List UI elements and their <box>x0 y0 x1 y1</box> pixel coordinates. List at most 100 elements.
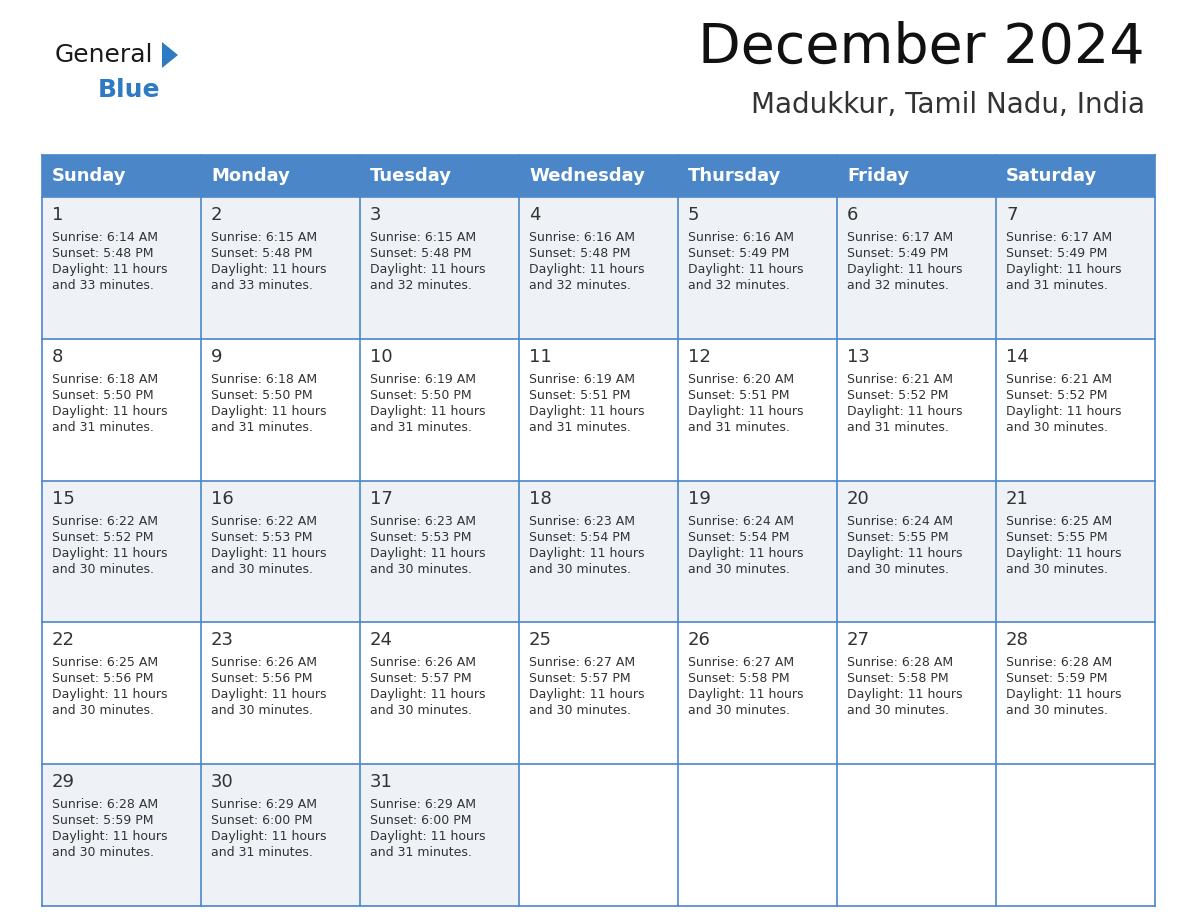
Text: Sunset: 5:58 PM: Sunset: 5:58 PM <box>688 672 790 686</box>
Bar <box>360 197 519 339</box>
Text: and 30 minutes.: and 30 minutes. <box>1006 563 1108 576</box>
Text: and 30 minutes.: and 30 minutes. <box>369 563 472 576</box>
Text: Daylight: 11 hours: Daylight: 11 hours <box>1006 263 1121 276</box>
Text: Daylight: 11 hours: Daylight: 11 hours <box>369 263 486 276</box>
Text: Sunset: 5:55 PM: Sunset: 5:55 PM <box>1006 531 1107 543</box>
Text: Sunset: 5:53 PM: Sunset: 5:53 PM <box>369 531 472 543</box>
Text: Friday: Friday <box>847 167 909 185</box>
Text: Daylight: 11 hours: Daylight: 11 hours <box>847 546 962 560</box>
Bar <box>838 155 996 197</box>
Text: 14: 14 <box>1006 348 1029 365</box>
Text: Daylight: 11 hours: Daylight: 11 hours <box>52 263 168 276</box>
Text: 16: 16 <box>211 489 234 508</box>
Text: and 33 minutes.: and 33 minutes. <box>211 279 312 292</box>
Text: 19: 19 <box>688 489 710 508</box>
Text: 26: 26 <box>688 632 710 649</box>
Text: Daylight: 11 hours: Daylight: 11 hours <box>52 546 168 560</box>
Text: Daylight: 11 hours: Daylight: 11 hours <box>52 830 168 844</box>
Text: Daylight: 11 hours: Daylight: 11 hours <box>52 688 168 701</box>
Text: and 30 minutes.: and 30 minutes. <box>52 846 154 859</box>
Text: Daylight: 11 hours: Daylight: 11 hours <box>52 405 168 418</box>
Text: 20: 20 <box>847 489 870 508</box>
Bar <box>838 481 996 622</box>
Text: 30: 30 <box>211 773 234 791</box>
Text: and 33 minutes.: and 33 minutes. <box>52 279 154 292</box>
Bar <box>678 481 838 622</box>
Text: Sunrise: 6:22 AM: Sunrise: 6:22 AM <box>52 515 158 528</box>
Text: and 32 minutes.: and 32 minutes. <box>688 279 790 292</box>
Text: 21: 21 <box>1006 489 1029 508</box>
Bar <box>519 481 678 622</box>
Text: Sunset: 5:49 PM: Sunset: 5:49 PM <box>847 247 948 260</box>
Text: 3: 3 <box>369 206 381 224</box>
Text: Sunrise: 6:29 AM: Sunrise: 6:29 AM <box>211 798 317 812</box>
Text: 28: 28 <box>1006 632 1029 649</box>
Text: Sunset: 5:56 PM: Sunset: 5:56 PM <box>211 672 312 686</box>
Text: Daylight: 11 hours: Daylight: 11 hours <box>688 405 803 418</box>
Text: Sunset: 5:52 PM: Sunset: 5:52 PM <box>52 531 153 543</box>
Text: Sunrise: 6:21 AM: Sunrise: 6:21 AM <box>847 373 953 386</box>
Text: Sunset: 5:54 PM: Sunset: 5:54 PM <box>688 531 790 543</box>
Text: Sunset: 5:55 PM: Sunset: 5:55 PM <box>847 531 949 543</box>
Text: and 30 minutes.: and 30 minutes. <box>847 704 949 717</box>
Text: Sunrise: 6:22 AM: Sunrise: 6:22 AM <box>211 515 317 528</box>
Polygon shape <box>162 42 178 68</box>
Text: Sunrise: 6:25 AM: Sunrise: 6:25 AM <box>1006 515 1112 528</box>
Text: Sunset: 5:50 PM: Sunset: 5:50 PM <box>369 389 472 402</box>
Bar <box>678 155 838 197</box>
Text: Daylight: 11 hours: Daylight: 11 hours <box>529 546 645 560</box>
Text: Daylight: 11 hours: Daylight: 11 hours <box>211 546 327 560</box>
Text: and 30 minutes.: and 30 minutes. <box>529 563 631 576</box>
Text: Sunrise: 6:29 AM: Sunrise: 6:29 AM <box>369 798 476 812</box>
Bar <box>201 155 360 197</box>
Text: Sunset: 5:49 PM: Sunset: 5:49 PM <box>688 247 789 260</box>
Text: and 31 minutes.: and 31 minutes. <box>369 846 472 859</box>
Text: and 31 minutes.: and 31 minutes. <box>847 420 949 434</box>
Text: 13: 13 <box>847 348 870 365</box>
Text: 22: 22 <box>52 632 75 649</box>
Text: 1: 1 <box>52 206 63 224</box>
Text: 25: 25 <box>529 632 552 649</box>
Text: Daylight: 11 hours: Daylight: 11 hours <box>211 830 327 844</box>
Bar <box>360 339 519 481</box>
Text: Sunset: 5:53 PM: Sunset: 5:53 PM <box>211 531 312 543</box>
Text: 18: 18 <box>529 489 551 508</box>
Text: and 30 minutes.: and 30 minutes. <box>211 704 312 717</box>
Text: 4: 4 <box>529 206 541 224</box>
Text: Sunrise: 6:28 AM: Sunrise: 6:28 AM <box>52 798 158 812</box>
Text: Daylight: 11 hours: Daylight: 11 hours <box>529 405 645 418</box>
Bar <box>996 481 1155 622</box>
Bar <box>201 197 360 339</box>
Text: 24: 24 <box>369 632 393 649</box>
Text: Sunset: 5:48 PM: Sunset: 5:48 PM <box>529 247 631 260</box>
Text: 15: 15 <box>52 489 75 508</box>
Bar <box>678 197 838 339</box>
Text: and 31 minutes.: and 31 minutes. <box>1006 279 1108 292</box>
Text: Sunrise: 6:15 AM: Sunrise: 6:15 AM <box>369 231 476 244</box>
Text: Daylight: 11 hours: Daylight: 11 hours <box>847 263 962 276</box>
Text: Daylight: 11 hours: Daylight: 11 hours <box>529 688 645 701</box>
Text: 11: 11 <box>529 348 551 365</box>
Text: Sunset: 5:59 PM: Sunset: 5:59 PM <box>1006 672 1107 686</box>
Text: Sunrise: 6:23 AM: Sunrise: 6:23 AM <box>369 515 476 528</box>
Text: Sunset: 5:54 PM: Sunset: 5:54 PM <box>529 531 631 543</box>
Text: December 2024: December 2024 <box>699 21 1145 75</box>
Text: Daylight: 11 hours: Daylight: 11 hours <box>688 263 803 276</box>
Text: Daylight: 11 hours: Daylight: 11 hours <box>211 405 327 418</box>
Text: Sunrise: 6:20 AM: Sunrise: 6:20 AM <box>688 373 794 386</box>
Text: 9: 9 <box>211 348 222 365</box>
Text: and 30 minutes.: and 30 minutes. <box>688 563 790 576</box>
Text: Sunrise: 6:18 AM: Sunrise: 6:18 AM <box>52 373 158 386</box>
Text: 27: 27 <box>847 632 870 649</box>
Bar <box>42 339 201 481</box>
Text: Sunset: 6:00 PM: Sunset: 6:00 PM <box>369 814 472 827</box>
Text: Sunset: 6:00 PM: Sunset: 6:00 PM <box>211 814 312 827</box>
Text: Wednesday: Wednesday <box>529 167 645 185</box>
Text: Thursday: Thursday <box>688 167 782 185</box>
Text: Sunrise: 6:17 AM: Sunrise: 6:17 AM <box>847 231 953 244</box>
Text: Sunrise: 6:16 AM: Sunrise: 6:16 AM <box>529 231 636 244</box>
Text: Daylight: 11 hours: Daylight: 11 hours <box>688 688 803 701</box>
Bar <box>678 622 838 764</box>
Text: Sunrise: 6:28 AM: Sunrise: 6:28 AM <box>1006 656 1112 669</box>
Text: Sunrise: 6:27 AM: Sunrise: 6:27 AM <box>529 656 636 669</box>
